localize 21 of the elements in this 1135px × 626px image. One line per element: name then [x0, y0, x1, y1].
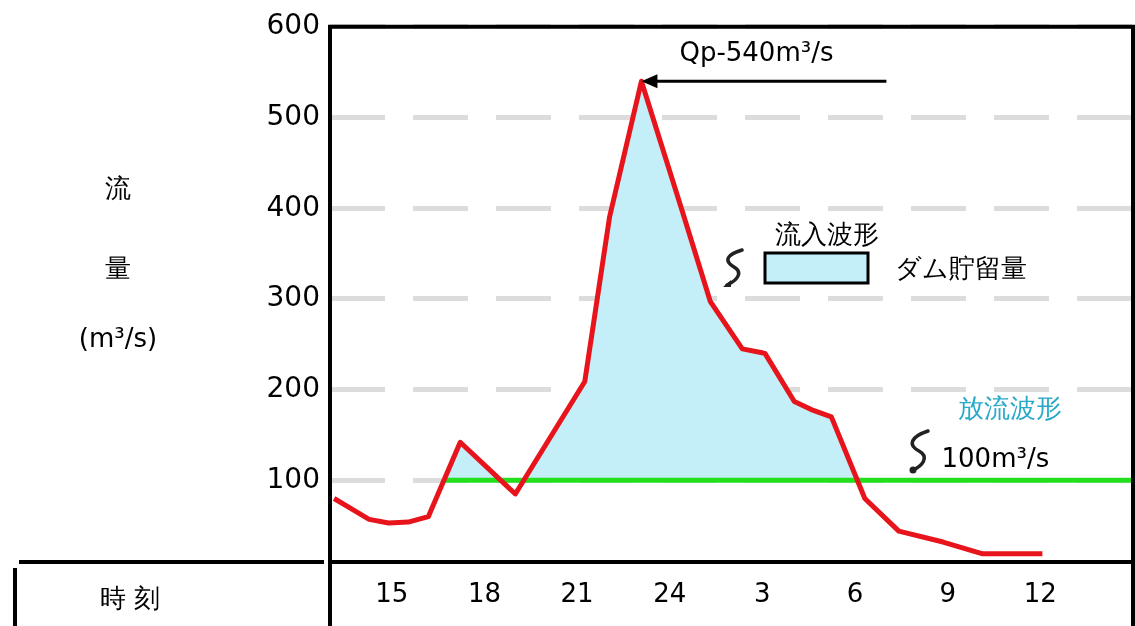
annotation: Qp-540m³/s [679, 36, 834, 67]
x-tick-label: 15 [375, 578, 409, 609]
text: 流入波形 [775, 218, 879, 249]
y-tick-label: 100 [266, 461, 320, 495]
x-tick-label: 21 [560, 578, 594, 609]
x-tick-label: 12 [1023, 578, 1057, 609]
annotation: 100m³/s [941, 443, 1050, 474]
x-tick-label: 18 [467, 578, 501, 609]
text: 放流波形 [958, 392, 1062, 423]
y-tick-label: 500 [266, 98, 320, 132]
x-tick-label: 3 [754, 578, 771, 609]
text: 流量 (m³/s) [78, 172, 158, 353]
y-tick-label: 200 [266, 370, 320, 404]
y-tick-label: 300 [266, 280, 320, 314]
x-axis-title: 時 刻 [99, 582, 161, 613]
x-tick-label: 24 [653, 578, 687, 609]
x-tick-label: 6 [846, 578, 864, 609]
y-tick-label: 600 [266, 8, 320, 42]
legend-label: ダム貯留量 [895, 252, 1027, 283]
y-tick-label: 400 [266, 189, 320, 223]
x-tick-label: 9 [939, 578, 956, 609]
